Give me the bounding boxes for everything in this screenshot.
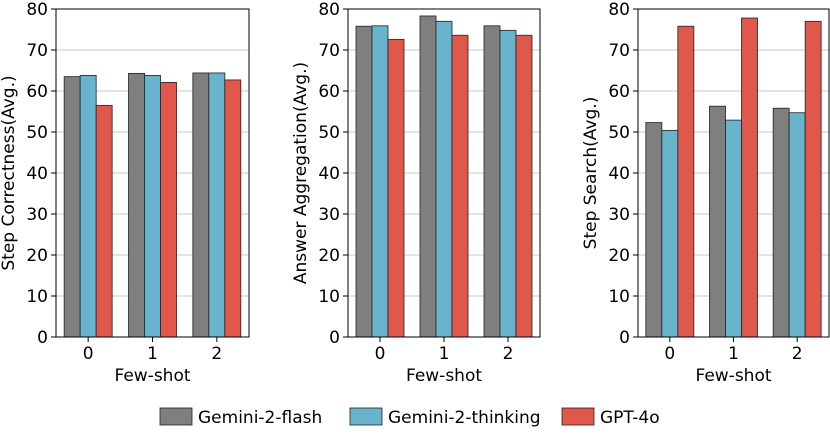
y-tick-label: 30 bbox=[608, 205, 630, 225]
chart-panel-2: 0 10 20 30 40 50 60 70 80 0 1 2 Few-shot Answer Aggre… bbox=[291, 0, 541, 386]
y-tick-label: 80 bbox=[318, 0, 340, 20]
x-tick-label: 1 bbox=[728, 344, 739, 364]
plot-frame bbox=[637, 8, 830, 338]
bar-gemini-2-thinking-2 bbox=[788, 112, 806, 338]
y-tick-label: 10 bbox=[608, 287, 630, 307]
y-tick-label: 10 bbox=[318, 287, 340, 307]
x-axis-label: Few-shot bbox=[695, 366, 771, 386]
bar-gemini-2-flash-1 bbox=[419, 15, 437, 338]
bar-gemini-2-flash-2 bbox=[483, 25, 501, 338]
y-tick-label: 80 bbox=[26, 0, 48, 20]
bar-gemini-2-flash-0 bbox=[63, 76, 81, 338]
y-axis-label: Answer Aggregation(Avg.) bbox=[291, 62, 311, 284]
y-tick-label: 70 bbox=[26, 41, 48, 61]
bar-gemini-2-flash-1 bbox=[128, 72, 145, 338]
bar-gemini-2-thinking-0 bbox=[79, 75, 97, 338]
legend-swatch-gemini-2-flash bbox=[159, 407, 193, 426]
plot-frame bbox=[347, 8, 541, 338]
bar-gemini-2-thinking-1 bbox=[435, 20, 453, 338]
bar-gpt-4o-0 bbox=[95, 104, 113, 338]
bar-gemini-2-thinking-0 bbox=[371, 25, 389, 338]
x-tick-label: 1 bbox=[439, 344, 450, 364]
bar-gpt-4o-1 bbox=[451, 34, 469, 338]
y-tick-label: 80 bbox=[608, 0, 630, 20]
bar-gemini-2-flash-0 bbox=[355, 25, 373, 338]
x-tick-label: 1 bbox=[147, 344, 158, 364]
bar-gpt-4o-2 bbox=[515, 34, 533, 338]
chart-panel-1: 0 10 20 30 40 50 60 70 80 0 1 2 Few-shot Step Correct… bbox=[0, 0, 250, 386]
x-axis-label: Few-shot bbox=[114, 366, 190, 386]
bar-gpt-4o-2 bbox=[804, 20, 822, 338]
y-tick-label: 50 bbox=[608, 123, 630, 143]
bar-gemini-2-flash-1 bbox=[709, 105, 726, 338]
y-tick-label: 70 bbox=[608, 41, 630, 61]
bar-gemini-2-flash-2 bbox=[192, 72, 210, 338]
y-tick-label: 30 bbox=[318, 205, 340, 225]
chart-panel-3: 0 10 20 30 40 50 60 70 80 0 1 2 Few-shot Step Search(… bbox=[581, 0, 830, 386]
bar-gpt-4o-2 bbox=[224, 79, 242, 338]
y-tick-label: 40 bbox=[318, 164, 340, 184]
y-tick-label: 0 bbox=[329, 328, 340, 348]
bar-gemini-2-flash-0 bbox=[645, 122, 663, 338]
legend-label-gpt-4o: GPT-4o bbox=[600, 408, 660, 428]
bar-gemini-2-thinking-2 bbox=[208, 72, 226, 338]
y-tick-label: 0 bbox=[37, 328, 48, 348]
legend-label-gemini-2-thinking: Gemini-2-thinking bbox=[388, 408, 541, 428]
y-axis-label: Step Search(Avg.) bbox=[581, 97, 601, 250]
bar-gpt-4o-0 bbox=[387, 38, 405, 338]
bar-gemini-2-thinking-2 bbox=[499, 29, 517, 338]
x-tick-label: 2 bbox=[503, 344, 514, 364]
x-axis-label: Few-shot bbox=[406, 366, 482, 386]
x-tick-label: 0 bbox=[83, 344, 94, 364]
y-axis-label: Step Correctness(Avg.) bbox=[0, 75, 19, 270]
bar-gpt-4o-0 bbox=[677, 25, 695, 338]
x-tick-label: 2 bbox=[211, 344, 222, 364]
bar-gemini-2-thinking-0 bbox=[661, 129, 679, 338]
bar-gpt-4o-1 bbox=[160, 81, 177, 338]
y-tick-label: 10 bbox=[26, 287, 48, 307]
bar-gemini-2-thinking-1 bbox=[725, 119, 742, 338]
y-tick-label: 70 bbox=[318, 41, 340, 61]
bar-gemini-2-flash-2 bbox=[772, 107, 790, 338]
x-tick-label: 0 bbox=[664, 344, 675, 364]
y-tick-label: 50 bbox=[26, 123, 48, 143]
legend: Gemini-2-flash Gemini-2-thinking GPT-4o bbox=[159, 407, 660, 428]
y-tick-label: 20 bbox=[26, 246, 48, 266]
y-tick-label: 0 bbox=[619, 328, 630, 348]
legend-swatch-gemini-2-thinking bbox=[349, 407, 383, 426]
plot-frame bbox=[55, 8, 250, 338]
y-tick-label: 60 bbox=[26, 82, 48, 102]
y-tick-label: 40 bbox=[608, 164, 630, 184]
x-tick-label: 0 bbox=[375, 344, 386, 364]
legend-label-gemini-2-flash: Gemini-2-flash bbox=[198, 408, 322, 428]
y-tick-label: 50 bbox=[318, 123, 340, 143]
bar-gemini-2-thinking-1 bbox=[144, 75, 161, 338]
y-tick-label: 20 bbox=[608, 246, 630, 266]
y-tick-label: 60 bbox=[608, 82, 630, 102]
x-tick-label: 2 bbox=[792, 344, 803, 364]
y-tick-label: 60 bbox=[318, 82, 340, 102]
y-tick-label: 40 bbox=[26, 164, 48, 184]
legend-swatch-gpt-4o bbox=[561, 407, 595, 426]
y-tick-label: 20 bbox=[318, 246, 340, 266]
bar-gpt-4o-1 bbox=[741, 17, 758, 338]
y-tick-label: 30 bbox=[26, 205, 48, 225]
